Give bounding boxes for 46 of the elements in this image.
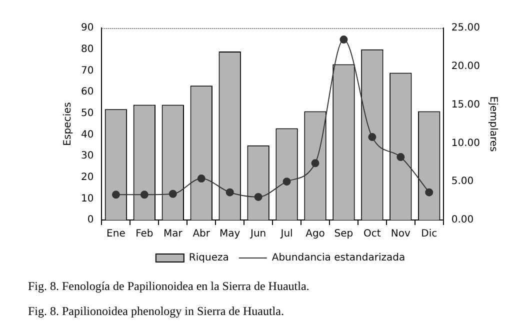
y-tick-label: 20 xyxy=(80,172,94,183)
y-axis-title: Especies xyxy=(62,102,74,146)
x-tick-label: Feb xyxy=(136,228,154,240)
y2-tick-label: 15.00 xyxy=(451,99,480,110)
x-tick-label: Dic xyxy=(421,228,438,240)
x-tick-label: May xyxy=(220,228,240,240)
y-tick-label: 50 xyxy=(80,108,94,119)
y-tick-label: 40 xyxy=(80,129,94,140)
legend-label: Riqueza xyxy=(188,252,229,264)
y-tick-label: 90 xyxy=(80,22,94,34)
x-tick-label: Jul xyxy=(280,228,293,240)
point xyxy=(340,36,348,44)
y-tick-label: 80 xyxy=(80,44,94,55)
point xyxy=(311,159,320,168)
y2-tick-label: 25.00 xyxy=(451,22,480,34)
y-tick-label: 30 xyxy=(80,150,94,162)
point xyxy=(368,133,376,142)
x-tick-label: Ago xyxy=(306,228,325,240)
point xyxy=(282,178,291,186)
point xyxy=(254,192,262,201)
y2-tick-label: 0.00 xyxy=(451,214,474,226)
x-tick-label: Mar xyxy=(163,228,184,240)
point xyxy=(197,174,206,183)
x-tick-label: Nov xyxy=(390,228,410,240)
y-tick-label: 70 xyxy=(80,65,94,76)
y-tick-label: 60 xyxy=(80,86,94,98)
point xyxy=(140,190,148,199)
y2-tick-label: 10.00 xyxy=(451,138,480,149)
x-tick-label: Abr xyxy=(192,228,211,240)
x-tick-label: Oct xyxy=(364,228,381,240)
y2-axis-title: Ejemplares xyxy=(487,96,498,152)
x-tick-label: Sep xyxy=(334,228,354,240)
y2-tick-label: 5.00 xyxy=(451,176,474,188)
point xyxy=(112,190,120,199)
point xyxy=(425,188,434,196)
point xyxy=(396,153,405,162)
y-tick-label: 0 xyxy=(87,214,94,226)
point xyxy=(226,188,234,196)
y-tick-label: 10 xyxy=(80,193,94,204)
x-tick-label: Jun xyxy=(250,228,266,240)
caption: Fig. 8. Fenología de Papilionoidea en la Sierra de Huautla. xyxy=(28,279,310,294)
point xyxy=(168,190,177,198)
y2-tick-label: 20.00 xyxy=(451,60,480,72)
legend-label: Abundancia estandarizada xyxy=(272,252,406,264)
caption: Fig. 8. Papilionoidea phenology in Sierra de Huautla. xyxy=(28,304,285,319)
x-tick-label: Ene xyxy=(106,228,126,240)
